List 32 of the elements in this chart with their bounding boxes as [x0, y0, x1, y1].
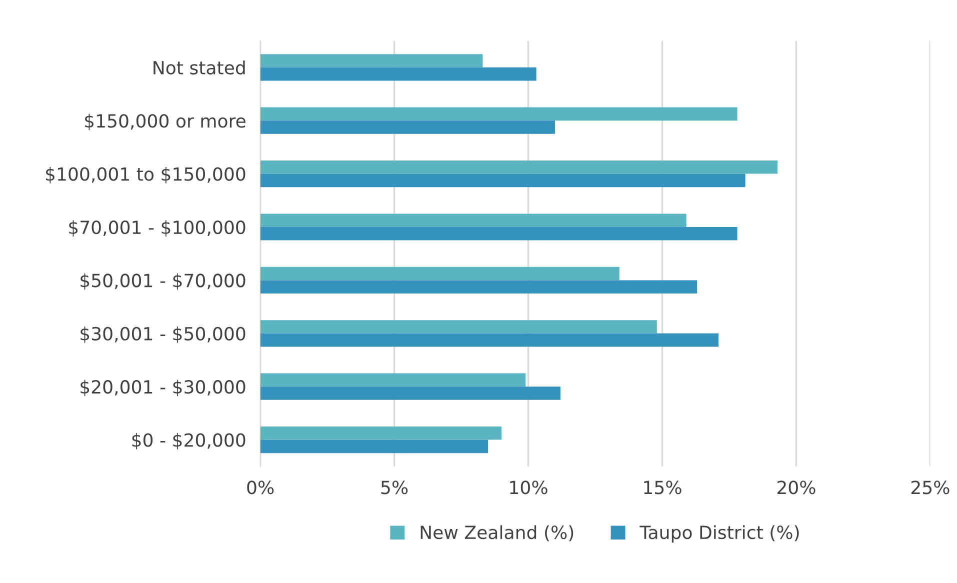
bar — [260, 320, 657, 334]
x-tick-label: 15% — [644, 480, 682, 494]
x-tick-label: 20% — [777, 480, 816, 494]
y-tick-label: $50,001 - $70,000 — [80, 273, 246, 290]
y-tick-label: $70,001 - $100,000 — [69, 220, 246, 237]
legend-label: New Zealand (%) — [420, 525, 574, 542]
bar — [260, 160, 778, 174]
bar — [260, 107, 738, 121]
x-tick-label: 10% — [510, 480, 548, 494]
bar — [260, 386, 560, 400]
bar — [260, 174, 746, 188]
bar — [260, 266, 620, 280]
y-tick-label: $0 - $20,000 — [132, 432, 246, 450]
bar — [260, 333, 719, 347]
y-tick-label: $30,001 - $50,000 — [80, 326, 246, 343]
bar — [260, 426, 502, 440]
bar — [260, 54, 483, 68]
y-tick-label: $20,001 - $30,000 — [80, 380, 246, 396]
y-tick-label: $150,000 or more — [85, 114, 246, 130]
bar — [260, 120, 556, 134]
bar — [260, 373, 526, 387]
bar — [260, 67, 536, 81]
x-tick-label: 0% — [247, 480, 274, 494]
y-tick-label: $100,001 to $150,000 — [46, 166, 246, 184]
x-tick-label: 25% — [911, 480, 950, 494]
y-tick-label: Not stated — [154, 60, 245, 75]
legend-label: Taupo District (%) — [640, 525, 799, 543]
bar — [260, 214, 686, 228]
bar — [260, 280, 698, 294]
bar — [260, 440, 488, 454]
bar — [260, 227, 738, 240]
x-tick-label: 5% — [381, 480, 408, 494]
